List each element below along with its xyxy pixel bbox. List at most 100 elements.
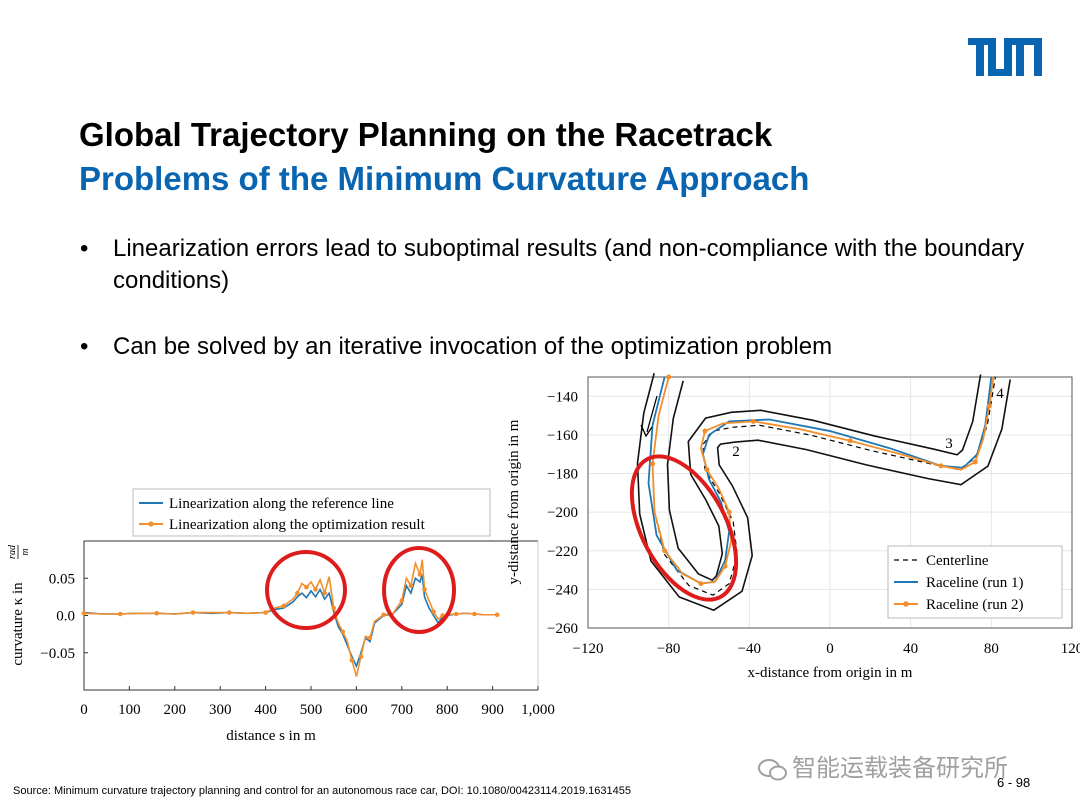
series-marker: [702, 428, 708, 434]
series-marker: [662, 548, 668, 554]
series-marker: [367, 635, 373, 641]
y-axis-label-den: m: [20, 548, 31, 555]
y-tick-label: 0.05: [49, 571, 75, 587]
series-marker: [281, 603, 287, 609]
series-marker: [226, 610, 232, 615]
x-tick-label: 200: [164, 702, 187, 718]
corner-label: 3: [945, 436, 953, 452]
slide-title: Global Trajectory Planning on the Racetr…: [79, 116, 773, 153]
plot1-frame: [83, 540, 538, 691]
series-marker: [313, 587, 318, 592]
series-marker: [431, 609, 436, 615]
x-tick-label: 700: [391, 702, 414, 718]
plot2-frame: [587, 376, 1073, 629]
series-line-2: [83, 559, 498, 677]
watermark: 智能运载装备研究所: [758, 748, 1008, 783]
x-tick-label: 0: [826, 641, 834, 657]
x-tick-label: 40: [903, 641, 918, 657]
x-tick-label: 80: [984, 641, 999, 657]
series-marker: [190, 610, 196, 615]
y-axis-label: curvature κ in rad m: [7, 544, 31, 666]
series-marker: [408, 583, 414, 588]
track-boundary: [666, 374, 982, 582]
x-tick-label: −120: [573, 641, 604, 657]
bullet-text: Linearization errors lead to suboptimal …: [113, 235, 1025, 294]
wechat-icon: [758, 758, 787, 781]
bullet-text: Can be solved by an iterative invocation…: [113, 333, 833, 360]
series-marker: [722, 563, 728, 569]
x-tick-label: 1,000: [521, 702, 555, 718]
y-axis-label-text: curvature κ in: [10, 582, 26, 666]
series-marker: [650, 461, 656, 467]
highlight-ellipse: [265, 550, 347, 630]
series-marker: [698, 581, 704, 587]
series-line-1: [83, 574, 498, 669]
corner-label: 4: [996, 386, 1004, 402]
y-axis-label-num: rad: [7, 544, 18, 559]
series-marker: [972, 459, 978, 465]
direction-arrow: [646, 395, 658, 433]
x-tick-label: 120: [1061, 641, 1080, 657]
page-number: 6 - 98: [997, 775, 1031, 790]
series-marker: [726, 509, 732, 515]
y-tick-label: −260: [547, 621, 578, 637]
series-marker: [666, 374, 672, 380]
legend-label: Linearization along the reference line: [169, 496, 394, 512]
y-tick-label: −180: [547, 467, 578, 483]
legend-box-1: [132, 488, 491, 537]
x-tick-label: 0: [80, 702, 88, 718]
series-marker: [263, 610, 268, 615]
bullet-dot: •: [80, 235, 89, 262]
series-marker: [494, 612, 500, 618]
series-marker: [938, 463, 944, 469]
legend-label: Linearization along the optimization res…: [169, 517, 426, 533]
series-marker: [381, 612, 386, 618]
x-axis-label: distance s in m: [226, 728, 316, 744]
legend-label: Raceline (run 2): [926, 597, 1023, 613]
x-tick-label: 800: [436, 702, 459, 718]
series-marker: [81, 610, 87, 616]
x-tick-label: −80: [657, 641, 680, 657]
legend-marker: [148, 521, 154, 527]
tum-logo: [968, 38, 1042, 76]
x-tick-label: 900: [481, 702, 504, 718]
series-marker: [453, 611, 459, 617]
series-marker: [417, 572, 423, 577]
x-tick-label: 500: [300, 702, 323, 718]
highlight-ellipse: [382, 546, 456, 634]
y-tick-label: −220: [547, 544, 578, 560]
x-tick-label: −40: [738, 641, 761, 657]
y-tick-label: −240: [547, 582, 578, 598]
series-marker: [986, 403, 992, 409]
series-marker: [304, 584, 309, 590]
series-marker: [349, 657, 355, 663]
legend-label: Raceline (run 1): [926, 575, 1023, 591]
y-tick-label: −140: [547, 389, 578, 405]
series-marker: [340, 629, 346, 635]
source-footnote: Source: Minimum curvature trajectory pla…: [13, 785, 632, 797]
watermark-text: 智能运载装备研究所: [792, 755, 1008, 782]
series-marker: [847, 438, 853, 444]
series-marker: [118, 611, 123, 617]
highlight-ellipse: [629, 454, 739, 602]
series-marker: [704, 467, 710, 473]
direction-arrowhead: [640, 424, 653, 438]
y-tick-label: −0.05: [40, 646, 75, 662]
y-tick-label: −160: [547, 428, 578, 444]
y-tick-label: −200: [547, 505, 578, 521]
series-marker: [295, 590, 300, 596]
series-marker: [750, 418, 756, 424]
series-marker: [322, 590, 327, 596]
series-marker: [331, 605, 337, 611]
series-marker: [358, 654, 364, 659]
x-tick-label: 100: [118, 702, 141, 718]
y-axis-label: y-distance from origin in m: [506, 419, 522, 584]
series-marker: [399, 598, 405, 603]
track-series-3: [651, 376, 995, 585]
slide-subtitle: Problems of the Minimum Curvature Approa…: [79, 160, 810, 197]
bullet-dot: •: [80, 333, 89, 360]
series-marker: [422, 587, 427, 592]
y-tick-label: 0.0: [56, 609, 75, 625]
series-marker: [154, 610, 159, 616]
